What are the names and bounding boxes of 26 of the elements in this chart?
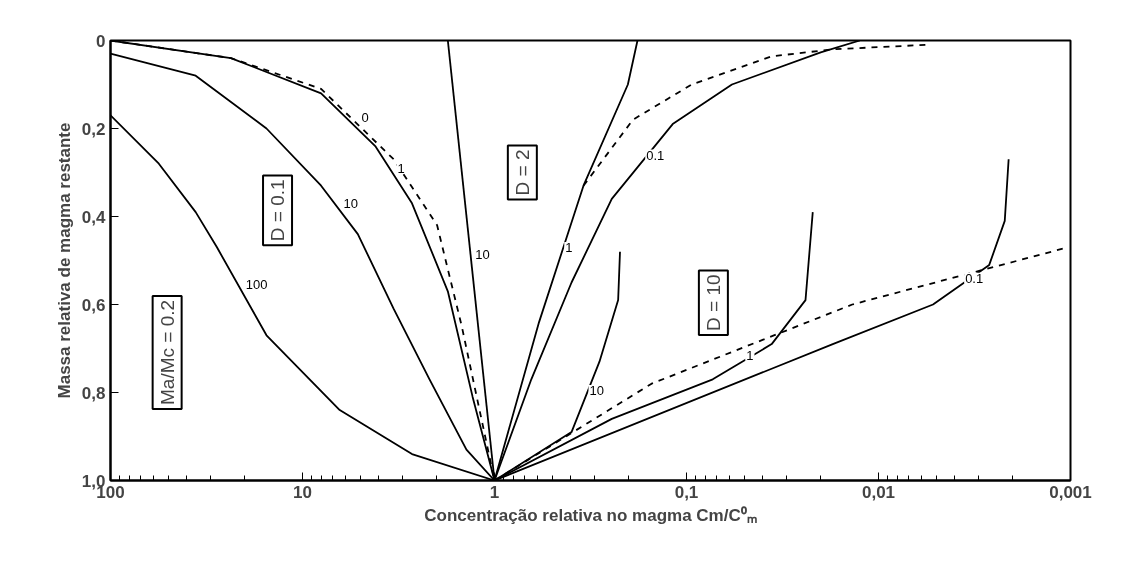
annotation: Ma/Mc = 0.2 — [156, 299, 178, 405]
annotation: D = 2 — [511, 149, 533, 196]
x-tick-label: 0,01 — [861, 482, 896, 502]
series-label: 0.1 — [965, 270, 984, 286]
x-tick-label: 1 — [489, 482, 500, 502]
series-label: 1 — [565, 239, 573, 255]
x-tick-label: 10 — [293, 482, 312, 502]
series-label: 10 — [475, 246, 490, 262]
y-tick-label: 0 — [96, 31, 106, 51]
series-label: 1 — [746, 347, 754, 363]
y-tick-label: 0,4 — [81, 207, 107, 227]
series-label: 10 — [343, 195, 358, 211]
y-axis-title: Massa relativa de magma restante — [54, 122, 74, 399]
x-tick-label: 0,1 — [674, 482, 699, 502]
series-label: 10 — [589, 382, 604, 398]
y-tick-label: 0,6 — [81, 295, 106, 315]
series-label: 1 — [397, 160, 405, 176]
series-label: 0.1 — [646, 147, 665, 163]
x-axis-title: Concentração relativa no magma Cm/C⁰ₘ — [424, 505, 757, 525]
y-tick-label: 0,2 — [81, 119, 106, 139]
y-tick-label: 0,8 — [81, 383, 106, 403]
x-tick-label: 0,001 — [1049, 482, 1092, 502]
annotation: D = 10 — [702, 274, 724, 331]
annotation: D = 0.1 — [267, 179, 289, 242]
series-label: 100 — [245, 277, 268, 293]
series-label: 0 — [361, 110, 369, 126]
